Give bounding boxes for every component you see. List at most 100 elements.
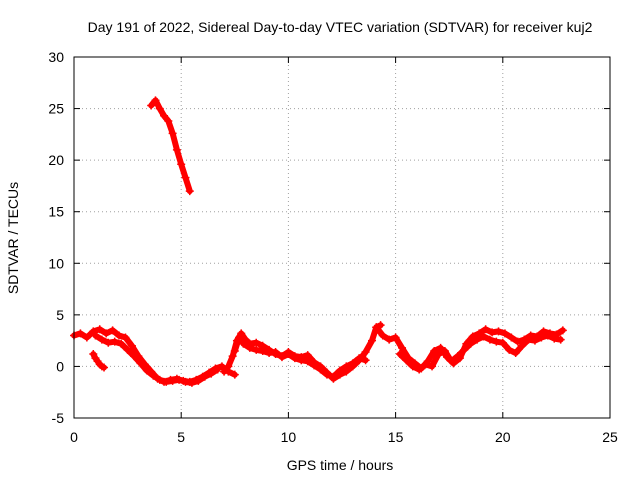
data-point bbox=[329, 372, 338, 381]
data-point bbox=[194, 376, 203, 385]
data-point bbox=[162, 377, 171, 386]
data-point bbox=[518, 341, 527, 350]
data-point bbox=[89, 350, 98, 359]
data-point bbox=[123, 345, 132, 354]
data-point bbox=[434, 350, 443, 359]
data-point bbox=[172, 145, 181, 154]
data-point bbox=[220, 367, 229, 376]
data-point bbox=[505, 345, 514, 354]
data-point bbox=[498, 338, 507, 347]
data-point bbox=[511, 349, 520, 358]
data-point bbox=[430, 346, 439, 355]
data-point bbox=[335, 366, 344, 375]
plot-frame bbox=[73, 56, 611, 419]
data-point bbox=[110, 337, 119, 346]
data-point bbox=[342, 362, 351, 371]
data-point bbox=[181, 377, 190, 386]
series-track-2 bbox=[91, 331, 222, 387]
data-point bbox=[108, 326, 117, 335]
series-track-6 bbox=[230, 333, 370, 381]
data-point bbox=[488, 328, 497, 337]
x-tick-label: 15 bbox=[388, 429, 404, 445]
data-point bbox=[361, 347, 370, 356]
data-point bbox=[181, 173, 190, 182]
data-point bbox=[235, 333, 244, 342]
data-point bbox=[187, 378, 196, 387]
data-point bbox=[185, 187, 194, 196]
data-point bbox=[460, 345, 469, 354]
data-point bbox=[473, 335, 482, 344]
chart-title: Day 191 of 2022, Sidereal Day-to-day VTE… bbox=[88, 19, 593, 35]
y-tick-label: -5 bbox=[52, 410, 65, 426]
data-point bbox=[507, 333, 516, 342]
data-point bbox=[355, 354, 364, 363]
data-point bbox=[168, 129, 177, 138]
data-point bbox=[395, 350, 404, 359]
data-point bbox=[175, 375, 184, 384]
data-point bbox=[453, 352, 462, 361]
data-point bbox=[348, 359, 357, 368]
y-tick-label: 10 bbox=[48, 255, 64, 271]
data-point bbox=[102, 329, 111, 338]
y-tick-label: 5 bbox=[56, 307, 64, 323]
data-point bbox=[168, 376, 177, 385]
data-point bbox=[239, 339, 248, 348]
data-point bbox=[408, 362, 417, 371]
data-point bbox=[155, 104, 164, 113]
data-point bbox=[82, 333, 91, 342]
data-point bbox=[524, 335, 533, 344]
data-point bbox=[421, 360, 430, 369]
data-point bbox=[372, 323, 381, 332]
data-point bbox=[142, 366, 151, 375]
y-tick-label: 25 bbox=[48, 101, 64, 117]
data-point bbox=[391, 333, 400, 342]
data-point bbox=[76, 329, 85, 338]
x-tick-label: 5 bbox=[177, 429, 185, 445]
data-point bbox=[402, 356, 411, 365]
data-point bbox=[361, 356, 370, 365]
series-band bbox=[231, 334, 369, 380]
series-track-8 bbox=[395, 331, 565, 374]
data-point bbox=[494, 327, 503, 336]
data-point bbox=[213, 365, 222, 374]
data-point bbox=[115, 331, 124, 340]
data-point bbox=[513, 337, 522, 346]
data-point bbox=[200, 372, 209, 381]
data-point bbox=[385, 335, 394, 344]
x-axis-label: GPS time / hours bbox=[287, 457, 394, 473]
data-point bbox=[277, 353, 286, 362]
data-point bbox=[97, 335, 106, 344]
x-tick-label: 25 bbox=[602, 429, 618, 445]
data-point bbox=[479, 332, 488, 341]
data-point bbox=[136, 359, 145, 368]
data-point bbox=[530, 336, 539, 345]
x-tick-label: 0 bbox=[70, 429, 78, 445]
data-point bbox=[537, 333, 546, 342]
data-point bbox=[415, 365, 424, 374]
data-point bbox=[310, 361, 319, 370]
y-axis-label: SDTVAR / TECUs bbox=[5, 182, 21, 294]
data-point bbox=[316, 365, 325, 374]
data-point bbox=[252, 345, 261, 354]
data-point bbox=[228, 352, 237, 361]
data-point bbox=[127, 341, 136, 350]
data-point bbox=[117, 339, 126, 348]
y-tick-label: 0 bbox=[56, 358, 64, 374]
data-point bbox=[543, 331, 552, 340]
data-point bbox=[297, 356, 306, 365]
data-point bbox=[368, 336, 377, 345]
data-point bbox=[378, 331, 387, 340]
data-point bbox=[500, 329, 509, 338]
data-point bbox=[466, 339, 475, 348]
data-point bbox=[147, 101, 156, 110]
series-band bbox=[148, 97, 193, 195]
y-tick-label: 30 bbox=[48, 49, 64, 65]
data-point bbox=[265, 349, 274, 358]
data-point bbox=[230, 346, 239, 355]
data-point bbox=[322, 370, 331, 379]
data-point bbox=[207, 369, 216, 378]
data-point bbox=[492, 337, 501, 346]
data-point bbox=[485, 335, 494, 344]
x-tick-label: 20 bbox=[495, 429, 511, 445]
